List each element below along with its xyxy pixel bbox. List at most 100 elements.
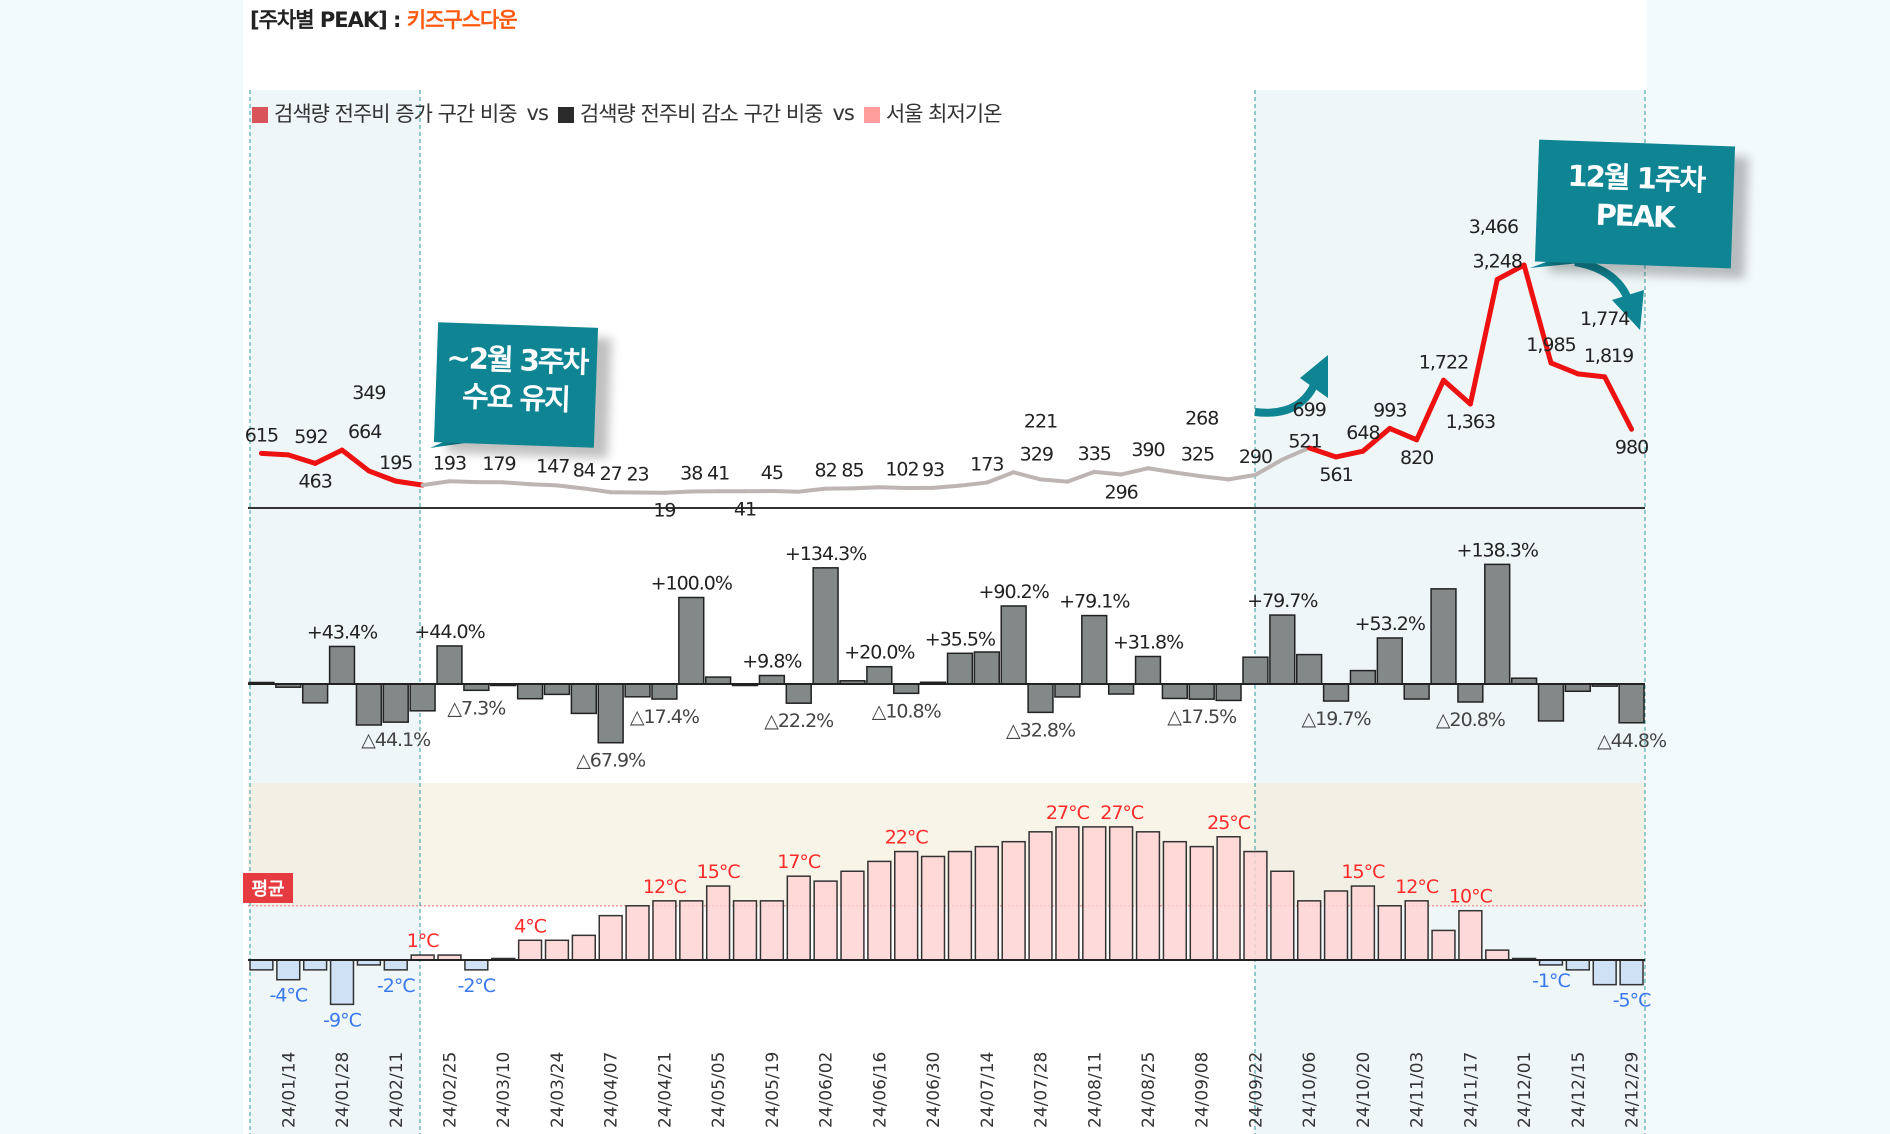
line-segment bbox=[366, 468, 399, 484]
x-tick-label: 24/03/10 bbox=[494, 1052, 514, 1128]
temperature-bar bbox=[329, 959, 355, 1006]
change-bar bbox=[758, 674, 786, 685]
change-bar bbox=[1484, 563, 1511, 685]
line-segment bbox=[1038, 477, 1070, 484]
legend-separator: vs bbox=[526, 101, 549, 125]
line-data-label: 1,363 bbox=[1446, 411, 1495, 433]
change-bar bbox=[1188, 683, 1215, 700]
temperature-label: 17°C bbox=[777, 851, 821, 873]
line-data-label: 1,819 bbox=[1584, 345, 1633, 367]
callout-line: 수요 유지 bbox=[461, 379, 570, 417]
line-segment bbox=[554, 483, 586, 491]
temperature-label: -4°C bbox=[269, 985, 307, 1007]
change-bar-label: △22.2% bbox=[764, 710, 833, 732]
x-tick-label: 24/08/11 bbox=[1085, 1052, 1105, 1128]
temperature-bar bbox=[598, 914, 623, 961]
line-data-label: 221 bbox=[1024, 410, 1057, 432]
temperature-label: 27°C bbox=[1046, 802, 1090, 824]
change-bar bbox=[946, 652, 974, 685]
line-segment bbox=[312, 447, 345, 466]
change-bar bbox=[704, 676, 732, 685]
change-bar bbox=[1081, 614, 1108, 685]
line-segment bbox=[1199, 474, 1231, 482]
temperature-label: 10°C bbox=[1449, 886, 1493, 908]
temperature-bar bbox=[1001, 840, 1026, 961]
x-tick-label: 24/06/30 bbox=[924, 1052, 944, 1128]
temperature-label: 27°C bbox=[1100, 802, 1144, 824]
change-bar-label: +138.3% bbox=[1457, 539, 1538, 561]
change-bar bbox=[436, 645, 463, 685]
x-tick-label: 24/04/07 bbox=[602, 1052, 622, 1128]
line-data-label: 521 bbox=[1288, 431, 1321, 453]
line-segment bbox=[1360, 425, 1393, 454]
temperature-bar bbox=[894, 850, 919, 961]
line-segment bbox=[581, 486, 613, 495]
line-segment bbox=[1119, 466, 1150, 477]
legend-swatch-increase bbox=[252, 107, 268, 123]
temperature-bar bbox=[1270, 870, 1295, 961]
line-data-label: 41 bbox=[707, 462, 729, 484]
change-bar-label: △19.7% bbox=[1302, 708, 1371, 730]
change-bar bbox=[516, 683, 544, 700]
change-bar bbox=[570, 683, 598, 715]
line-data-label: 664 bbox=[348, 421, 382, 443]
change-bar bbox=[1457, 683, 1484, 703]
x-tick-label: 24/08/25 bbox=[1139, 1052, 1159, 1128]
line-data-label: 193 bbox=[433, 452, 466, 474]
change-bar-label: +9.8% bbox=[742, 651, 801, 673]
temperature-bar bbox=[1135, 831, 1161, 961]
change-bar bbox=[1564, 683, 1592, 693]
temperature-bar bbox=[1243, 850, 1268, 961]
x-tick-label: 24/11/03 bbox=[1408, 1052, 1428, 1128]
line-segment bbox=[285, 452, 318, 466]
line-data-label: 84 bbox=[573, 459, 596, 481]
line-segment bbox=[1145, 466, 1177, 475]
line-segment bbox=[1414, 377, 1447, 443]
x-tick-label: 24/06/16 bbox=[870, 1052, 890, 1128]
temperature-bar bbox=[1619, 959, 1644, 986]
change-bar-label: +31.8% bbox=[1113, 631, 1183, 653]
temperature-bar bbox=[1189, 845, 1214, 961]
line-data-label: 1,985 bbox=[1526, 334, 1575, 356]
temperature-label: 25°C bbox=[1207, 812, 1251, 834]
change-bar bbox=[1376, 637, 1403, 685]
temperature-bar bbox=[544, 939, 570, 961]
change-bar bbox=[1403, 683, 1430, 700]
page-title: [주차별 PEAK] : 키즈구스다운 bbox=[250, 4, 518, 34]
change-bar bbox=[1296, 653, 1323, 685]
temperature-bar bbox=[1055, 826, 1080, 961]
line-segment bbox=[1011, 470, 1043, 482]
change-bar-label: +90.2% bbox=[979, 581, 1049, 603]
change-bar bbox=[893, 683, 920, 695]
x-tick-label: 24/11/17 bbox=[1461, 1052, 1481, 1128]
change-bar bbox=[355, 683, 383, 726]
change-bar-label: △10.8% bbox=[872, 700, 941, 722]
temperature-bar bbox=[786, 875, 811, 961]
temperature-bar bbox=[947, 850, 973, 961]
temperature-label: 15°C bbox=[1341, 861, 1385, 883]
line-segment bbox=[1575, 371, 1608, 380]
change-bar-label: +79.7% bbox=[1247, 590, 1317, 612]
temperature-label: 12°C bbox=[643, 876, 687, 898]
average-badge-label: 평균 bbox=[251, 879, 284, 900]
legend-separator: vs bbox=[832, 101, 854, 125]
temperature-bar bbox=[1297, 900, 1322, 961]
temperature-bar bbox=[464, 959, 489, 971]
change-bar bbox=[866, 665, 893, 685]
temperature-label: -1°C bbox=[1532, 970, 1570, 992]
trend-down-arrowhead-icon bbox=[1612, 290, 1644, 330]
change-bar bbox=[812, 567, 839, 685]
change-bar bbox=[1134, 655, 1162, 685]
x-tick-label: 24/02/25 bbox=[440, 1052, 460, 1128]
legend-label: 검색량 전주비 증가 구간 비중 bbox=[274, 102, 518, 126]
line-segment bbox=[528, 482, 559, 488]
x-tick-label: 24/03/24 bbox=[548, 1052, 568, 1128]
line-segment bbox=[1092, 469, 1124, 477]
legend-label: 서울 최저기온 bbox=[885, 102, 1003, 126]
change-bar bbox=[1107, 683, 1135, 695]
change-bar bbox=[1215, 683, 1242, 702]
line-segment bbox=[796, 486, 828, 494]
callout-demand-maintained: ~2월 3주차 수요 유지 bbox=[433, 322, 599, 448]
temperature-label: 4°C bbox=[514, 915, 547, 937]
change-bar-label: +134.3% bbox=[785, 543, 866, 565]
